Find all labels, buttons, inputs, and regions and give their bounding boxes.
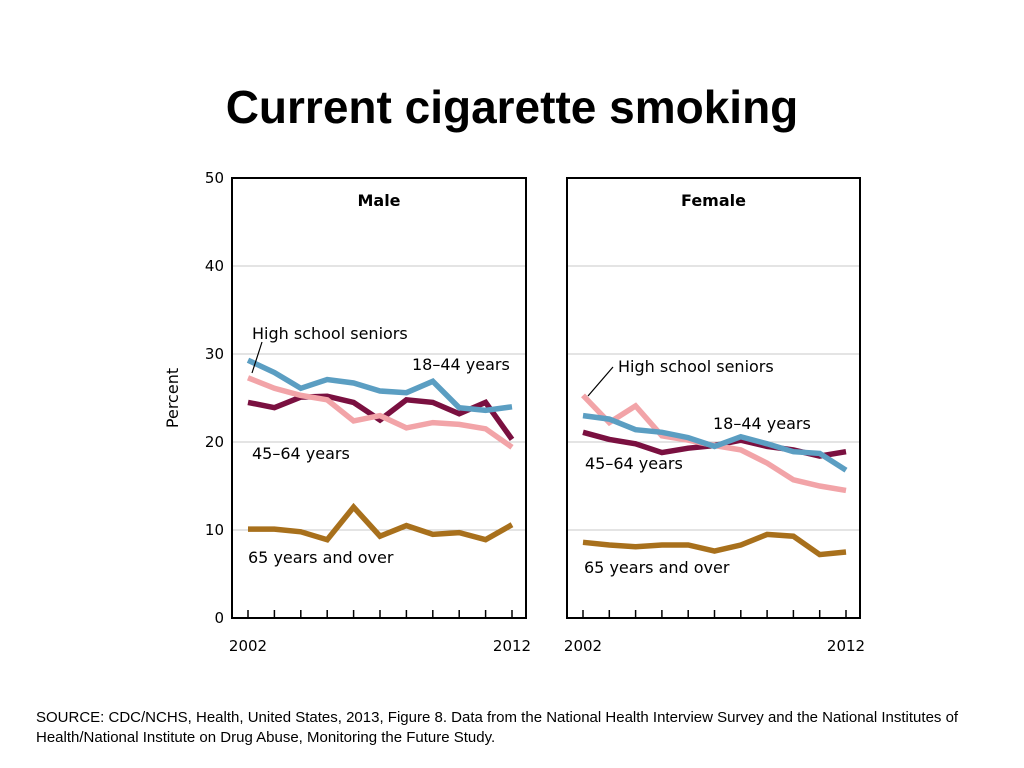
panel-female: 2002 2012 Female High school seniors 18–44 y…	[564, 177, 865, 655]
series-label-18-44-years: 18–44 years	[713, 414, 811, 433]
source-note: SOURCE: CDC/NCHS, Health, United States,…	[36, 709, 959, 746]
y-tick-label: 0	[214, 609, 224, 627]
series-label-18-44-years: 18–44 years	[412, 355, 510, 374]
x-tick-label: 2012	[493, 637, 531, 655]
series-label-65-years-and-over: 65 years and over	[584, 558, 730, 577]
annotation-leader	[587, 366, 614, 397]
panel-title: Female	[681, 191, 746, 210]
series-line-65-years-and-over	[582, 531, 847, 558]
plot-frame	[566, 177, 861, 619]
annotation-leader	[251, 341, 263, 374]
series-label-high-school-seniors: High school seniors	[252, 324, 408, 343]
y-tick-label: 20	[205, 433, 224, 451]
series-label-65-years-and-over: 65 years and over	[248, 548, 394, 567]
x-tick-label: 2002	[564, 637, 602, 655]
y-tick-label: 10	[205, 521, 224, 539]
series-label-45-64-years: 45–64 years	[585, 454, 683, 473]
series-label-45-64-years: 45–64 years	[252, 444, 350, 463]
y-tick-label: 50	[205, 169, 224, 187]
y-tick-label: 30	[205, 345, 224, 363]
x-tick-label: 2002	[229, 637, 267, 655]
series-line-65-years-and-over	[248, 502, 514, 543]
x-tick-label: 2012	[827, 637, 865, 655]
panel-title: Male	[357, 191, 400, 210]
plot-frame	[231, 177, 527, 619]
y-axis: 0 10 20 30 40 50	[205, 169, 224, 627]
series-label-high-school-seniors: High school seniors	[618, 357, 774, 376]
y-axis-title: Percent	[163, 368, 182, 428]
y-tick-label: 40	[205, 257, 224, 275]
smoking-chart: 0 10 20 30 40 50 Percent 2002 2012 Male High sch…	[163, 169, 865, 655]
slide-title: Current cigarette smoking	[225, 81, 799, 133]
